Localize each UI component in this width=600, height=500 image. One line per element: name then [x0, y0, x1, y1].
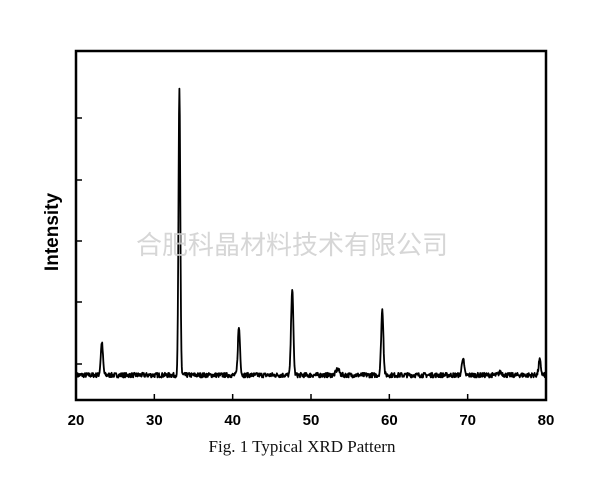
plot-frame	[74, 49, 548, 402]
x-axis-ticks	[75, 394, 547, 400]
figure-caption: Fig. 1 Typical XRD Pattern	[209, 437, 396, 456]
y-axis-ticks	[76, 117, 82, 365]
x-tick-label: 60	[381, 412, 398, 429]
x-tick-label: 20	[68, 412, 85, 429]
x-tick-label: 50	[303, 412, 320, 429]
x-tick-label: 70	[459, 412, 476, 429]
x-tick-label: 80	[538, 412, 555, 429]
x-tick-label: 30	[146, 412, 163, 429]
x-tick-label: 40	[224, 412, 241, 429]
x-axis-tick-labels: 20 30 40 50 60 70 80	[68, 412, 555, 429]
y-axis-label: Intensity	[42, 193, 63, 272]
watermark-text: 合肥科晶材料技术有限公司	[136, 231, 448, 261]
xrd-pattern-line	[76, 87, 547, 379]
